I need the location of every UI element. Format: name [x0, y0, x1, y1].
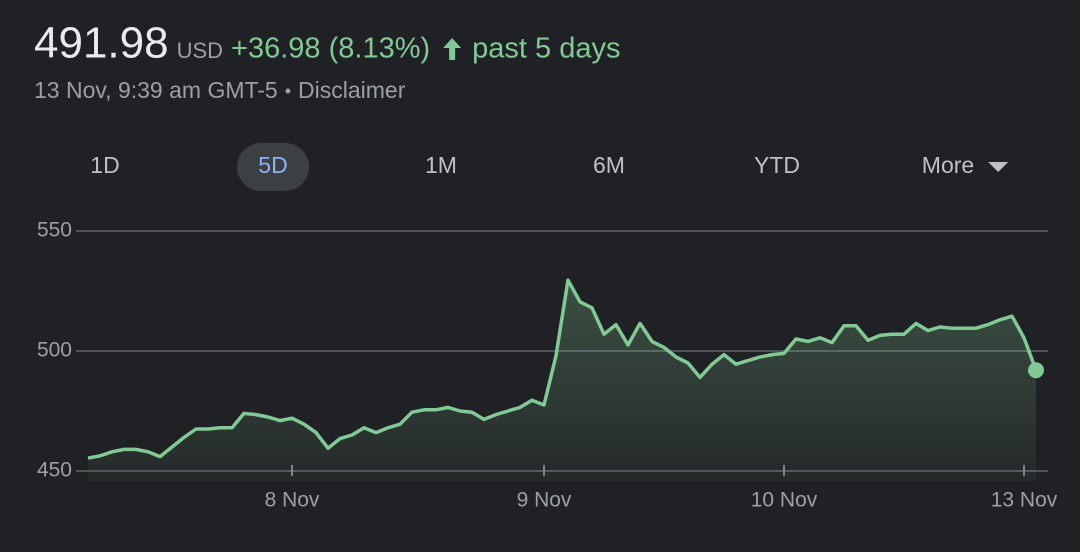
tab[interactable]: 1D: [90, 152, 119, 178]
area-fill: [88, 280, 1036, 481]
tab[interactable]: YTD: [754, 152, 800, 178]
selected-tab-bg: [237, 143, 309, 191]
x-tick-label: 10 Nov: [751, 489, 818, 512]
disclaimer-link[interactable]: Disclaimer: [298, 77, 406, 103]
timestamp: 13 Nov, 9:39 am GMT-5: [34, 77, 278, 103]
y-tick-label: 500: [37, 339, 72, 362]
tab[interactable]: 5D: [258, 152, 287, 178]
price: 491.98: [34, 19, 169, 68]
price-change: +36.98 (8.13%): [231, 33, 430, 65]
y-tick-label: 550: [37, 219, 72, 242]
tab[interactable]: 1M: [425, 152, 457, 178]
tab[interactable]: 6M: [593, 152, 625, 178]
period: past 5 days: [472, 33, 620, 65]
y-tick-label: 450: [37, 459, 72, 482]
separator: •: [285, 81, 291, 101]
last-point: [1028, 362, 1044, 379]
up-arrow-icon: [443, 38, 462, 60]
currency: USD: [177, 38, 223, 63]
price-line: [87, 278, 1038, 460]
x-tick-label: 13 Nov: [991, 489, 1058, 512]
x-tick-label: 9 Nov: [517, 489, 572, 512]
tab[interactable]: More: [922, 152, 974, 178]
dropdown-caret: [988, 162, 1009, 172]
x-tick-label: 8 Nov: [265, 489, 320, 512]
